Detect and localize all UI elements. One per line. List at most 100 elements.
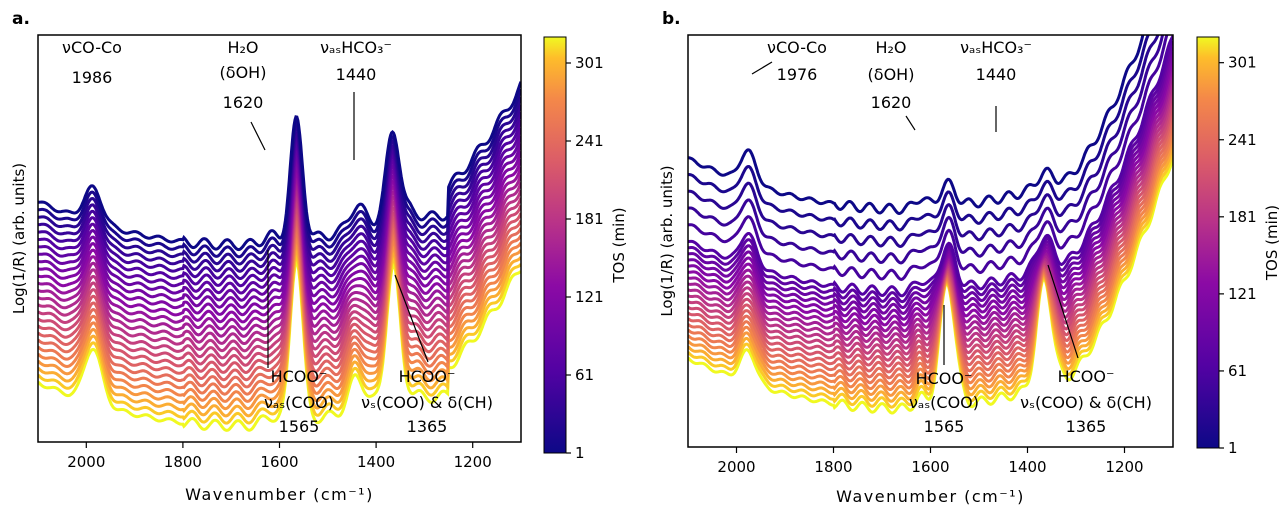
series-line-14 (38, 181, 521, 345)
annotation-text: νₛ(COO) & δ(CH) (361, 393, 493, 412)
annotation-text: νCO-Co (767, 38, 827, 57)
annotation-text: HCOO⁻ (399, 367, 456, 386)
x-tick-label: 2000 (67, 453, 105, 471)
series-line-12 (38, 166, 521, 331)
series-line-19 (688, 110, 1173, 374)
colorbar-tick-label: 181 (575, 210, 604, 228)
annotation-text: νₐₛ(COO) (264, 393, 334, 412)
annotation-leader (1047, 264, 1079, 359)
series-line-18 (688, 104, 1173, 368)
series-line-13 (688, 73, 1173, 339)
x-tick-label: 1800 (164, 453, 202, 471)
series-line-12 (688, 67, 1173, 333)
series-line-16 (688, 91, 1173, 356)
series-line-9 (688, 51, 1173, 315)
series-line-18 (38, 211, 521, 375)
annotation-text: 1565 (924, 417, 965, 436)
colorbar (543, 36, 567, 454)
series-line-6 (38, 119, 521, 288)
series-line-14 (688, 79, 1173, 345)
series-line-24 (38, 247, 521, 418)
panel-label: b. (662, 9, 681, 29)
series-line-15 (38, 189, 521, 353)
annotation-leader (905, 115, 916, 131)
series-line-17 (38, 204, 521, 367)
annotation-text: νₐₛHCO₃⁻ (960, 38, 1032, 57)
series-group (38, 81, 521, 432)
y-axis-label: Log(1/R) (arb. units) (658, 165, 676, 316)
series-line-13 (38, 174, 521, 338)
series-line-24 (688, 143, 1173, 403)
series-line-16 (38, 197, 521, 360)
annotation-text: 1565 (279, 417, 320, 436)
series-line-9 (38, 143, 521, 309)
colorbar-label: TOS (min) (1263, 205, 1281, 281)
annotation-text: 1620 (871, 93, 912, 112)
colorbar-label: TOS (min) (610, 207, 628, 283)
colorbar-tick-label: 241 (1228, 131, 1257, 149)
series-line-25 (688, 150, 1173, 409)
x-tick-label: 1400 (1008, 458, 1046, 476)
colorbar-tick-label: 121 (1228, 285, 1257, 303)
colorbar-tick-label: 241 (575, 132, 604, 150)
series-group (688, 35, 1173, 415)
x-tick-label: 1800 (814, 458, 852, 476)
colorbar-tick-label: 1 (575, 444, 585, 462)
series-line-4 (688, 35, 1165, 265)
colorbar-tick-label: 61 (1228, 362, 1247, 380)
series-line-2 (688, 35, 1150, 232)
colorbar-tick-label: 121 (575, 288, 604, 306)
series-line-7 (688, 40, 1173, 304)
series-line-25 (38, 253, 521, 425)
x-tick-label: 1600 (260, 453, 298, 471)
annotation-text: νₛ(COO) & δ(CH) (1020, 393, 1152, 412)
colorbar-tick-label: 301 (1228, 54, 1257, 72)
series-line-17 (688, 98, 1173, 362)
annotation-text: 1986 (72, 68, 113, 87)
annotation-text: HCOO⁻ (916, 369, 973, 388)
series-line-8 (688, 45, 1173, 309)
annotation-text: 1365 (1066, 417, 1107, 436)
series-line-20 (688, 117, 1173, 380)
x-tick-label: 1600 (911, 458, 949, 476)
annotation-text: (δOH) (220, 63, 267, 82)
panel-a: 2000 1800 1600 1400 1200 Wavenumber (cm⁻¹) Log… (10, 9, 628, 504)
x-tick-label: 2000 (717, 458, 755, 476)
x-tick-label: 1400 (357, 453, 395, 471)
series-line-26 (688, 156, 1173, 415)
annotation-text: νₐₛHCO₃⁻ (320, 38, 392, 57)
x-tick-label: 1200 (454, 453, 492, 471)
series-line-3 (38, 96, 521, 266)
series-line-19 (38, 217, 521, 382)
series-line-22 (38, 235, 521, 403)
panel-label: a. (12, 9, 30, 29)
series-line-6 (688, 35, 1173, 298)
series-line-2 (38, 88, 521, 259)
annotation-text: (δOH) (868, 65, 915, 84)
series-line-8 (38, 135, 521, 302)
series-line-5 (38, 111, 521, 280)
y-axis-label: Log(1/R) (arb. units) (10, 163, 28, 314)
annotation-text: 1976 (777, 65, 818, 84)
series-line-21 (38, 229, 521, 396)
annotation-text: 1440 (976, 65, 1017, 84)
annotation-text: HCOO⁻ (1058, 367, 1115, 386)
series-line-23 (688, 136, 1173, 397)
colorbar-tick-label: 61 (575, 366, 594, 384)
panel-b: 2000 1800 1600 1400 1200 Wavenumber (cm⁻¹) Log… (658, 9, 1281, 506)
annotation-leader (250, 121, 266, 151)
series-line-4 (38, 104, 521, 273)
x-tick-label: 1200 (1105, 458, 1143, 476)
x-axis-label: Wavenumber (cm⁻¹) (185, 485, 374, 504)
annotation-leader (394, 274, 429, 363)
series-line-10 (688, 56, 1173, 321)
series-line-11 (688, 62, 1173, 327)
annotation-text: νCO-Co (62, 38, 122, 57)
colorbar-tick-label: 1 (1228, 439, 1238, 457)
series-line-11 (38, 158, 521, 324)
series-line-21 (688, 123, 1173, 386)
series-line-15 (688, 85, 1173, 350)
series-line-22 (688, 130, 1173, 391)
series-line-7 (38, 127, 521, 295)
x-axis-label: Wavenumber (cm⁻¹) (836, 487, 1025, 506)
